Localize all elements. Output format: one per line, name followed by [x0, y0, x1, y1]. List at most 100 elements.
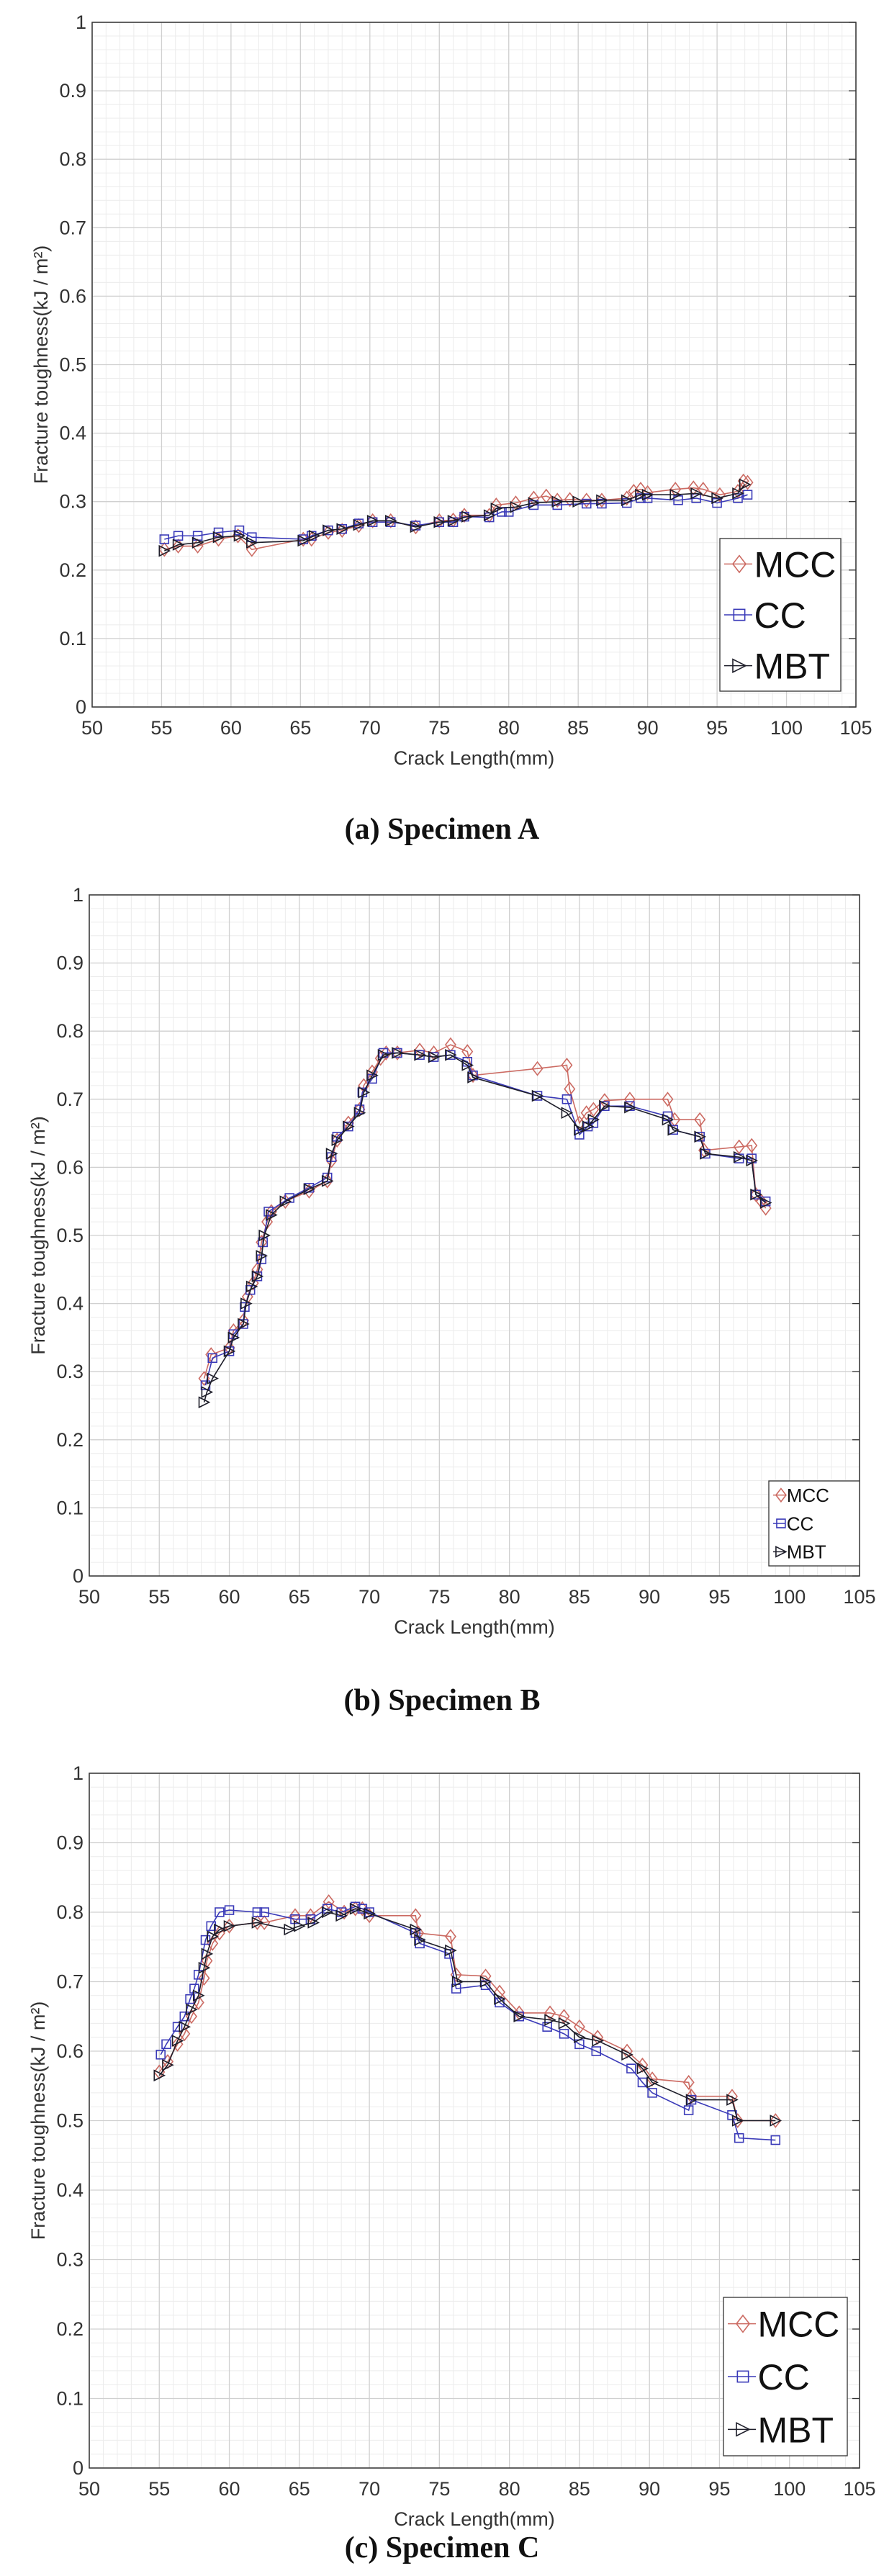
y-tick-label: 0.5: [56, 1225, 84, 1246]
data-point: [245, 1284, 256, 1295]
y-tick-label: 0.1: [59, 628, 86, 649]
data-point: [621, 2048, 633, 2061]
data-point: [596, 494, 608, 507]
data-point: [192, 1989, 205, 2002]
data-point: [366, 1069, 379, 1081]
data-point: [667, 1124, 680, 1136]
data-point: [410, 521, 423, 533]
plot-svg: 50 55 60 65 70 75 80 85 90 95 100 105 0 0.1 0.2 0.3 0.4 0…: [27, 1762, 876, 2530]
data-point: [621, 494, 633, 507]
data-point: [384, 513, 397, 528]
y-tick-label: 0.7: [56, 1089, 84, 1110]
x-tick-label: 60: [219, 2478, 240, 2500]
y-tick-label: 1: [76, 12, 86, 33]
y-tick-label: 0.4: [56, 2179, 84, 2201]
data-point: [444, 1037, 456, 1053]
data-point: [750, 1186, 762, 1202]
data-point: [447, 515, 460, 527]
data-point: [587, 1113, 600, 1126]
data-point: [364, 1907, 376, 1920]
legend-label: MCC: [758, 2305, 840, 2345]
x-tick-label: 100: [770, 717, 803, 739]
y-tick-label: 0.4: [59, 423, 86, 444]
data-point: [331, 1132, 343, 1148]
x-tick-label: 100: [773, 1586, 806, 1608]
data-point: [770, 2135, 781, 2145]
x-tick-label: 85: [569, 2478, 590, 2500]
x-tick-label: 75: [428, 1586, 450, 1608]
data-point: [731, 2113, 744, 2128]
data-point: [694, 1130, 707, 1143]
data-point: [711, 492, 723, 505]
data-point: [669, 488, 682, 501]
data-point: [322, 1172, 333, 1183]
x-tick-label: 105: [839, 717, 872, 739]
figure-caption: (a) Specimen A: [344, 813, 540, 846]
x-tick-label: 105: [843, 2478, 875, 2500]
data-point: [592, 2035, 604, 2047]
x-tick-label: 95: [708, 2478, 730, 2500]
data-point: [305, 1908, 317, 1924]
series-line: [203, 1044, 767, 1379]
data-point: [564, 1081, 576, 1097]
data-point: [198, 1971, 210, 1986]
data-point: [770, 2115, 782, 2127]
data-point: [247, 532, 257, 542]
data-point: [414, 1934, 426, 1946]
data-point: [358, 1086, 371, 1099]
data-point: [587, 1102, 600, 1117]
data-point: [635, 488, 647, 501]
data-point: [647, 2088, 657, 2098]
data-point: [444, 1929, 456, 1945]
data-point: [294, 1920, 306, 1932]
data-point: [467, 1071, 479, 1084]
data-point: [662, 1113, 675, 1126]
data-point: [683, 2105, 694, 2115]
data-point: [479, 1968, 492, 1984]
data-point: [483, 509, 496, 522]
data-point: [461, 1059, 474, 1071]
data-point: [223, 1345, 236, 1358]
data-point: [356, 1901, 369, 1917]
x-tick-label: 55: [148, 2478, 170, 2500]
x-tick-label: 95: [708, 1586, 730, 1608]
data-point: [580, 492, 592, 508]
data-point: [297, 534, 310, 547]
data-point: [331, 1134, 344, 1146]
x-tick-label: 70: [358, 2478, 380, 2500]
legend-marker-diamond: [775, 1487, 787, 1503]
chart-specimen-a: 50 55 60 65 70 75 80 85 90 95 100 105 0 0.1 0.2 0.3 0.4 0…: [0, 0, 884, 859]
data-point: [321, 1173, 333, 1189]
data-point: [479, 1976, 492, 1988]
data-point: [410, 1928, 421, 1938]
data-point: [214, 1923, 226, 1936]
data-point: [251, 1917, 264, 1929]
legend-marker-triangle-right: [736, 2422, 751, 2437]
data-point: [323, 524, 335, 536]
data-point: [641, 488, 654, 501]
data-point: [323, 1894, 335, 1909]
y-tick-label: 0.7: [56, 1971, 84, 1993]
y-tick-label: 0.8: [56, 1020, 84, 1042]
data-point: [662, 1091, 674, 1107]
data-point: [173, 531, 184, 541]
x-tick-label: 55: [150, 717, 172, 739]
x-tick-label: 85: [567, 717, 589, 739]
x-tick-label: 70: [358, 1586, 380, 1608]
x-tick-label: 60: [219, 1586, 240, 1608]
data-point: [690, 487, 703, 500]
x-tick-label: 80: [499, 2478, 520, 2500]
legend-marker-diamond: [731, 554, 747, 574]
x-tick-label: 65: [289, 2478, 310, 2500]
data-point: [353, 518, 366, 531]
data-point: [325, 1148, 338, 1160]
data-point: [377, 1049, 390, 1061]
x-axis-label: Crack Length(mm): [394, 747, 555, 769]
data-point: [414, 1049, 426, 1061]
data-point: [598, 1093, 610, 1109]
legend-label: MBT: [758, 2410, 834, 2450]
legend-label: CC: [787, 1513, 814, 1534]
y-tick-label: 0.1: [56, 1497, 84, 1518]
data-point: [542, 2022, 552, 2032]
x-axis-label: Crack Length(mm): [394, 2508, 555, 2530]
